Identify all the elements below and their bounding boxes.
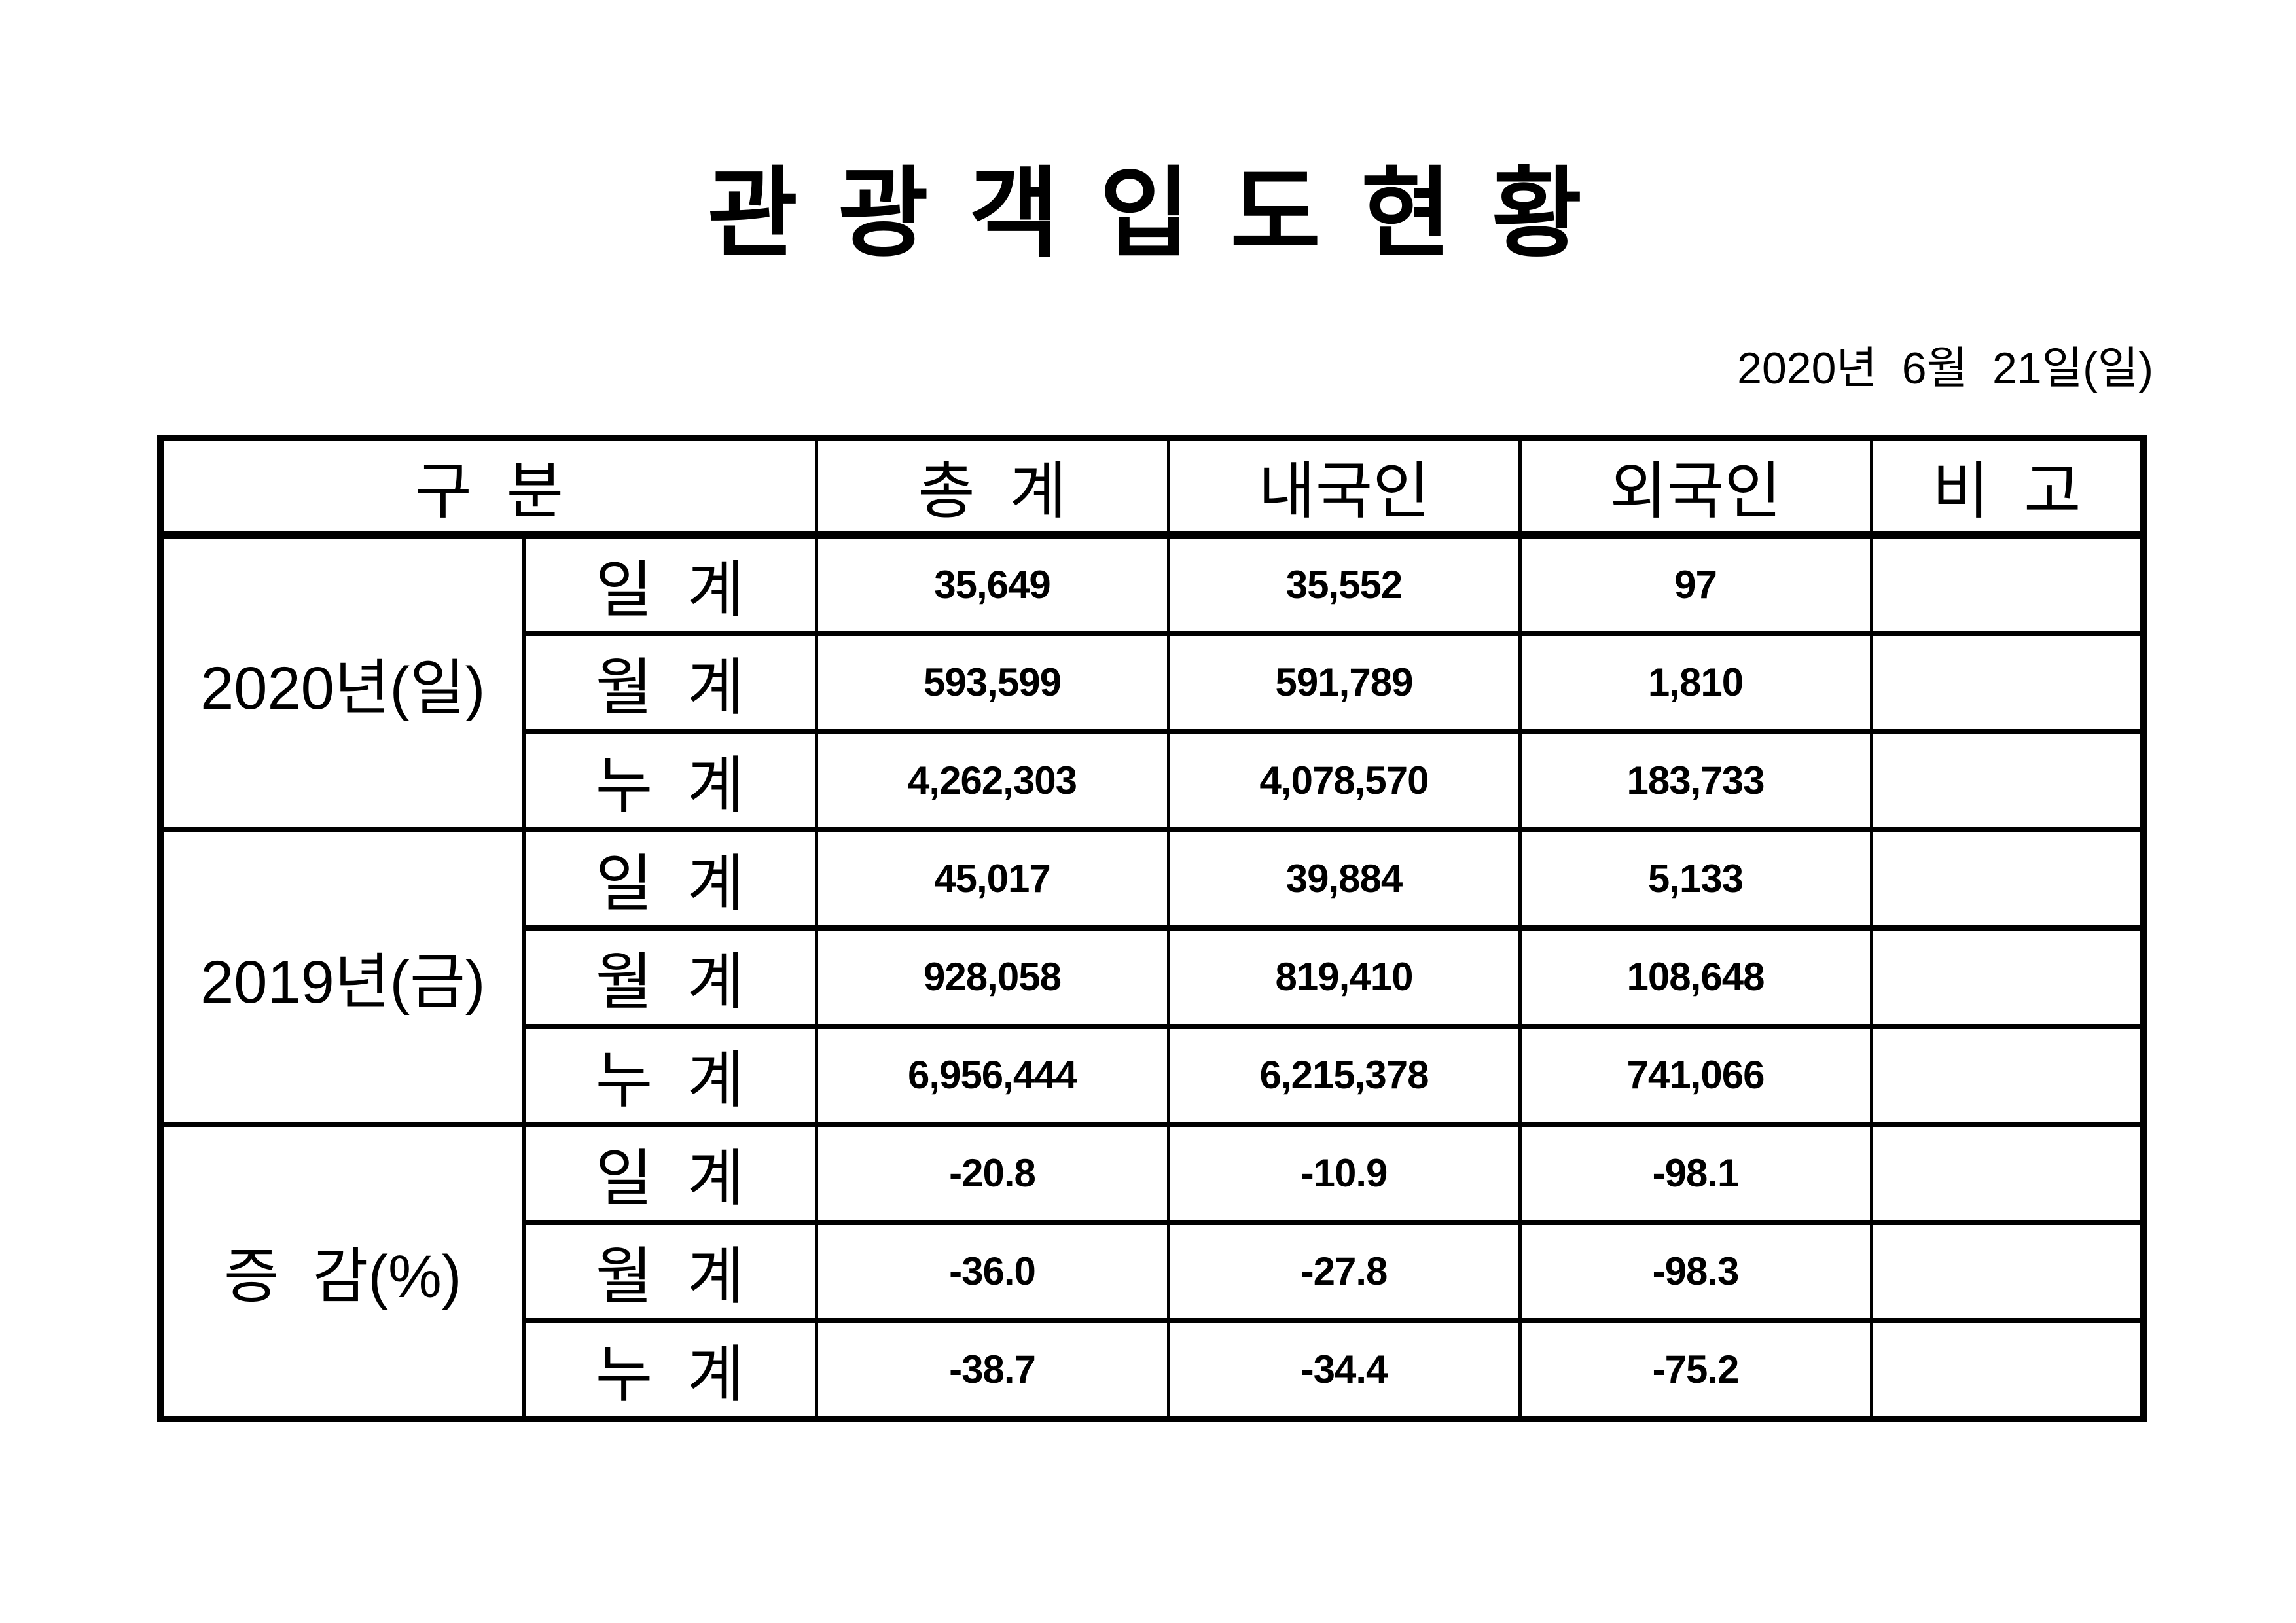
table-row: 월 계 593,599 591,789 1,810 [160,630,2145,734]
value-cell-total: 6,956,444 [814,1023,1170,1127]
column-header-domestic: 내국인 [1166,435,1522,539]
group-label-2020: 2020년(일) [158,532,526,832]
note-cell [1869,1121,2145,1225]
value-cell-total: 45,017 [814,827,1170,931]
value-cell-foreign: -98.3 [1518,1219,1873,1323]
column-header-note: 비 고 [1869,435,2145,539]
value-cell-foreign: -98.1 [1518,1121,1873,1225]
value-cell-foreign: 741,066 [1518,1023,1873,1127]
value-cell-domestic: -34.4 [1166,1317,1522,1421]
page-title: 관 광 객 입 도 현 황 [707,158,1589,268]
value-cell-domestic: 591,789 [1166,630,1522,734]
value-cell-total: -38.7 [814,1317,1170,1421]
stats-table: 구 분 총 계 내국인 외국인 비 고 2020년(일) 일 계 35,649 … [157,435,2147,1422]
value-cell-domestic: 35,552 [1166,532,1522,636]
report-page: 관 광 객 입 도 현 황 2020년 6월 21일(일) 구 분 총 계 내국… [0,134,2296,1623]
column-header-category: 구 분 [158,435,818,539]
column-header-foreign: 외국인 [1518,435,1873,539]
table-row: 월 계 928,058 819,410 108,648 [160,925,2145,1029]
table-row: 누 계 -38.7 -34.4 -75.2 [160,1317,2145,1421]
note-cell [1869,1219,2145,1323]
group-label-2019: 2019년(금) [158,827,526,1127]
value-cell-domestic: 39,884 [1166,827,1522,931]
note-cell [1869,1023,2145,1127]
value-cell-foreign: 5,133 [1518,827,1873,931]
row-label-monthly: 월 계 [522,1219,818,1323]
note-cell [1869,728,2145,832]
value-cell-total: 593,599 [814,630,1170,734]
table-row: 2019년(금) 일 계 45,017 39,884 5,133 [158,827,2145,1127]
table-row: 증 감(%) 일 계 -20.8 -10.9 -98.1 [158,1121,2145,1421]
note-cell [1869,925,2145,1029]
row-label-daily: 일 계 [522,532,818,636]
value-cell-domestic: 4,078,570 [1166,728,1522,832]
value-cell-foreign: 97 [1518,532,1873,636]
report-date: 2020년 6월 21일(일) [1737,344,2153,393]
table-row: 누 계 6,956,444 6,215,378 741,066 [160,1023,2145,1127]
row-label-cumulative: 누 계 [522,1317,818,1421]
note-cell [1869,630,2145,734]
row-label-daily: 일 계 [522,827,818,931]
row-label-monthly: 월 계 [522,925,818,1029]
header-row: 구 분 총 계 내국인 외국인 비 고 [158,435,2145,539]
note-cell [1869,827,2145,931]
row-label-monthly: 월 계 [522,630,818,734]
table-row: 누 계 4,262,303 4,078,570 183,733 [160,728,2145,832]
note-cell [1869,1317,2145,1421]
value-cell-total: -36.0 [814,1219,1170,1323]
row-label-daily: 일 계 [522,1121,818,1225]
value-cell-domestic: -27.8 [1166,1219,1522,1323]
value-cell-foreign: 183,733 [1518,728,1873,832]
value-cell-foreign: -75.2 [1518,1317,1873,1421]
value-cell-domestic: 819,410 [1166,925,1522,1029]
value-cell-foreign: 1,810 [1518,630,1873,734]
value-cell-total: 4,262,303 [814,728,1170,832]
value-cell-total: -20.8 [814,1121,1170,1225]
value-cell-domestic: -10.9 [1166,1121,1522,1225]
table-row: 2020년(일) 일 계 35,649 35,552 97 [158,532,2145,832]
value-cell-total: 928,058 [814,925,1170,1029]
value-cell-total: 35,649 [814,532,1170,636]
group-label-change: 증 감(%) [158,1121,526,1421]
value-cell-foreign: 108,648 [1518,925,1873,1029]
value-cell-domestic: 6,215,378 [1166,1023,1522,1127]
row-label-cumulative: 누 계 [522,728,818,832]
table-row: 월 계 -36.0 -27.8 -98.3 [160,1219,2145,1323]
note-cell [1869,532,2145,636]
column-header-total: 총 계 [814,435,1170,539]
row-label-cumulative: 누 계 [522,1023,818,1127]
